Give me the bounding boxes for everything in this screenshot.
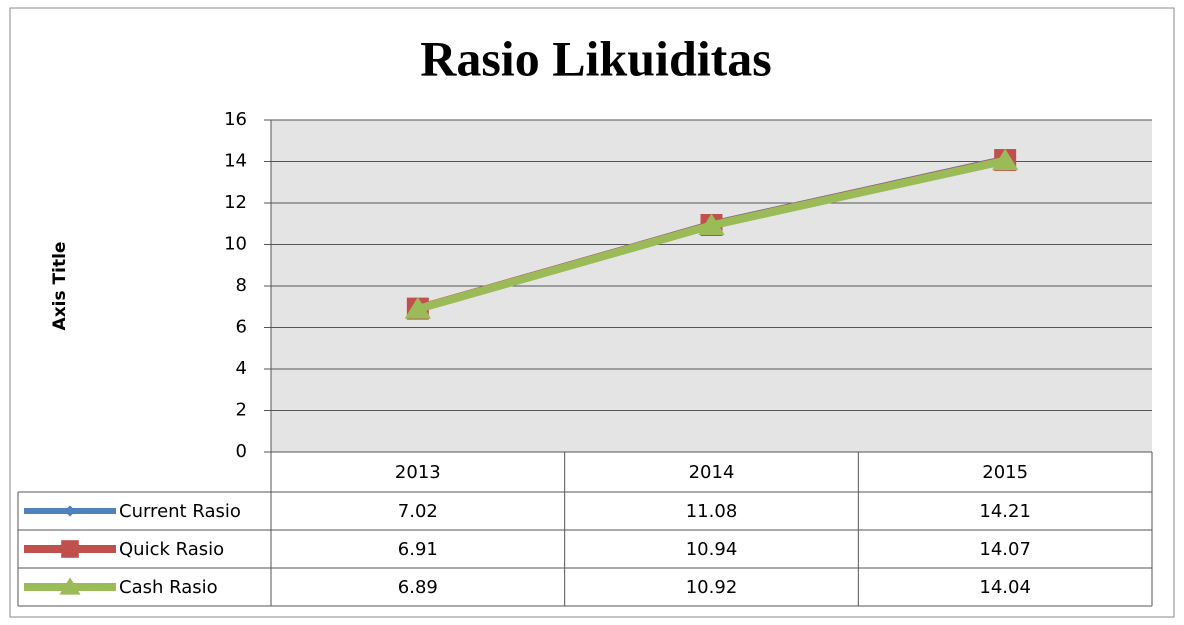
marker bbox=[991, 148, 1019, 171]
x-tick-label: 2014 bbox=[689, 462, 735, 483]
y-tick-label: 8 bbox=[236, 275, 247, 296]
table-value: 11.08 bbox=[686, 501, 738, 522]
marker bbox=[698, 213, 725, 236]
y-tick-label: 10 bbox=[224, 234, 247, 255]
table-value: 6.91 bbox=[398, 539, 438, 560]
y-tick-label: 4 bbox=[236, 358, 247, 379]
y-axis-title: Axis Title bbox=[50, 242, 70, 331]
marker bbox=[59, 577, 81, 595]
legend-label: Current Rasio bbox=[119, 501, 241, 522]
table-value: 14.07 bbox=[979, 539, 1031, 560]
chart-title: Rasio Likuiditas bbox=[420, 30, 772, 86]
y-tick-label: 12 bbox=[224, 192, 247, 213]
y-tick-label: 6 bbox=[236, 317, 247, 338]
y-tick-label: 14 bbox=[224, 151, 247, 172]
table-value: 10.94 bbox=[686, 539, 738, 560]
marker bbox=[61, 540, 79, 558]
marker bbox=[64, 505, 76, 517]
table-value: 7.02 bbox=[398, 501, 438, 522]
x-tick-label: 2013 bbox=[395, 462, 441, 483]
y-tick-label: 2 bbox=[236, 400, 247, 421]
y-tick-label: 16 bbox=[224, 109, 247, 130]
table-value: 10.92 bbox=[686, 577, 738, 598]
marker bbox=[404, 297, 432, 319]
y-tick-label: 0 bbox=[236, 441, 247, 462]
table-value: 6.89 bbox=[398, 577, 438, 598]
table-value: 14.21 bbox=[979, 501, 1031, 522]
table-value: 14.04 bbox=[979, 577, 1031, 598]
legend-label: Quick Rasio bbox=[119, 539, 224, 560]
x-tick-label: 2015 bbox=[982, 462, 1028, 483]
legend-label: Cash Rasio bbox=[119, 577, 218, 598]
